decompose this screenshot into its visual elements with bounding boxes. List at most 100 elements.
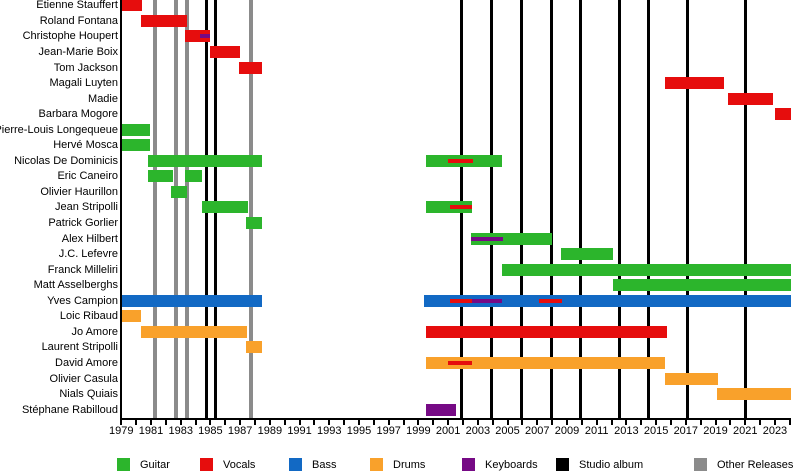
axis-year-label: 1997: [376, 425, 401, 437]
axis-year-label: 2011: [584, 425, 609, 437]
timeline-bar-vocals: [185, 30, 211, 43]
member-label: Tom Jackson: [53, 61, 118, 74]
axis-tick: [744, 419, 747, 425]
member-label: Laurent Stripolli: [41, 341, 118, 354]
studio-album-line: [647, 0, 651, 418]
axis-year-label: 2005: [495, 425, 520, 437]
axis-tick: [610, 419, 613, 425]
timeline-bar-guitar: [246, 217, 263, 229]
member-label: David Amore: [55, 356, 118, 369]
axis-tick: [343, 419, 346, 425]
timeline-bar-guitar: [171, 185, 187, 198]
timeline-bar-drums: [717, 388, 791, 401]
legend-swatch-drums: [370, 458, 383, 471]
axis-year-label: 2007: [525, 425, 550, 437]
member-label: Nials Quiais: [59, 388, 118, 401]
timeline-bar-drums: [121, 310, 142, 323]
legend-item-drums: Drums: [370, 457, 425, 472]
studio-album-line: [579, 0, 583, 418]
timeline-overlay-vocals: [449, 205, 472, 210]
axis-year-label: 1979: [109, 425, 134, 437]
axis-tick: [313, 419, 316, 425]
member-label: Franck Milleliri: [47, 263, 118, 276]
timeline-bar-drums: [246, 341, 262, 354]
legend-swatch-keyboards: [462, 458, 475, 471]
timeline-bar-guitar: [148, 154, 262, 167]
timeline-bar-guitar: [561, 248, 614, 261]
axis-tick: [729, 419, 732, 425]
timeline-bar-bass: [121, 294, 262, 307]
axis-year-label: 2019: [703, 425, 728, 437]
studio-album-line: [489, 0, 493, 418]
axis-year-label: 2021: [733, 425, 758, 437]
legend-label: Other Releases: [717, 458, 794, 471]
timeline-bar-drums: [425, 356, 666, 369]
legend-label: Studio album: [579, 458, 644, 471]
timeline-bar-keyboards: [425, 403, 457, 416]
member-label: Eric Caneiro: [57, 170, 118, 183]
axis-tick: [239, 419, 242, 425]
other-release-line: [248, 0, 253, 418]
timeline-overlay-vocals: [448, 158, 474, 163]
axis-tick: [669, 419, 672, 425]
axis-tick: [684, 419, 687, 425]
member-label: Patrick Gorlier: [48, 217, 118, 229]
member-label: Matt Asselberghs: [33, 279, 118, 292]
timeline-bar-drums: [140, 325, 247, 338]
member-label: Jo Amore: [71, 325, 118, 338]
axis-year-label: 1985: [198, 425, 223, 437]
axis-year-label: 1995: [346, 425, 372, 437]
timeline-bar-guitar: [121, 139, 150, 152]
axis-tick: [372, 419, 375, 425]
member-label: Jean Stripolli: [55, 201, 118, 214]
axis-year-label: 2013: [614, 425, 639, 437]
timeline-overlay-vocals: [449, 298, 472, 303]
timeline-bar-vocals: [140, 14, 187, 27]
timeline-bar-drums: [665, 372, 719, 385]
axis-tick: [699, 419, 702, 425]
member-label: Madie: [88, 92, 118, 105]
legend-label: Keyboards: [485, 458, 538, 471]
axis-tick: [447, 419, 450, 425]
axis-tick: [491, 419, 494, 425]
y-axis-line: [119, 0, 122, 420]
studio-album-line: [520, 0, 524, 418]
axis-tick: [120, 419, 123, 425]
other-release-line: [184, 0, 189, 418]
axis-tick: [164, 419, 167, 425]
legend-label: Drums: [393, 458, 426, 471]
axis-tick: [194, 419, 197, 425]
axis-year-label: 2001: [435, 425, 461, 437]
axis-year-label: 1987: [227, 425, 253, 437]
legend-label: Guitar: [140, 458, 170, 471]
studio-album-line: [550, 0, 554, 418]
axis-tick: [521, 419, 524, 425]
axis-tick: [536, 419, 539, 425]
legend-item-bass: Bass: [289, 457, 336, 472]
axis-tick: [580, 419, 583, 425]
axis-tick: [209, 419, 212, 425]
timeline-bar-vocals: [121, 0, 143, 12]
member-label: Pierre-Louis Longequeue: [0, 123, 118, 136]
axis-tick: [268, 419, 271, 425]
axis-tick: [461, 419, 464, 425]
studio-album-line: [618, 0, 622, 418]
axis-tick: [135, 419, 138, 425]
axis-year-label: 1991: [287, 425, 312, 437]
timeline-bar-vocals: [425, 325, 668, 338]
timeline-overlay-keyboards: [471, 236, 504, 241]
axis-tick: [640, 419, 643, 425]
studio-album-line: [743, 0, 747, 418]
timeline-bar-vocals: [774, 108, 792, 121]
legend-item-vocals: Vocals: [200, 457, 255, 472]
studio-album-line: [686, 0, 690, 418]
axis-tick: [788, 419, 791, 425]
axis-tick: [714, 419, 717, 425]
member-label: Alex Hilbert: [61, 232, 118, 245]
other-release-line: [173, 0, 178, 418]
member-label: Olivier Casula: [49, 372, 118, 385]
axis-tick: [402, 419, 405, 425]
axis-tick: [298, 419, 301, 425]
member-label: Magali Luyten: [49, 77, 119, 90]
